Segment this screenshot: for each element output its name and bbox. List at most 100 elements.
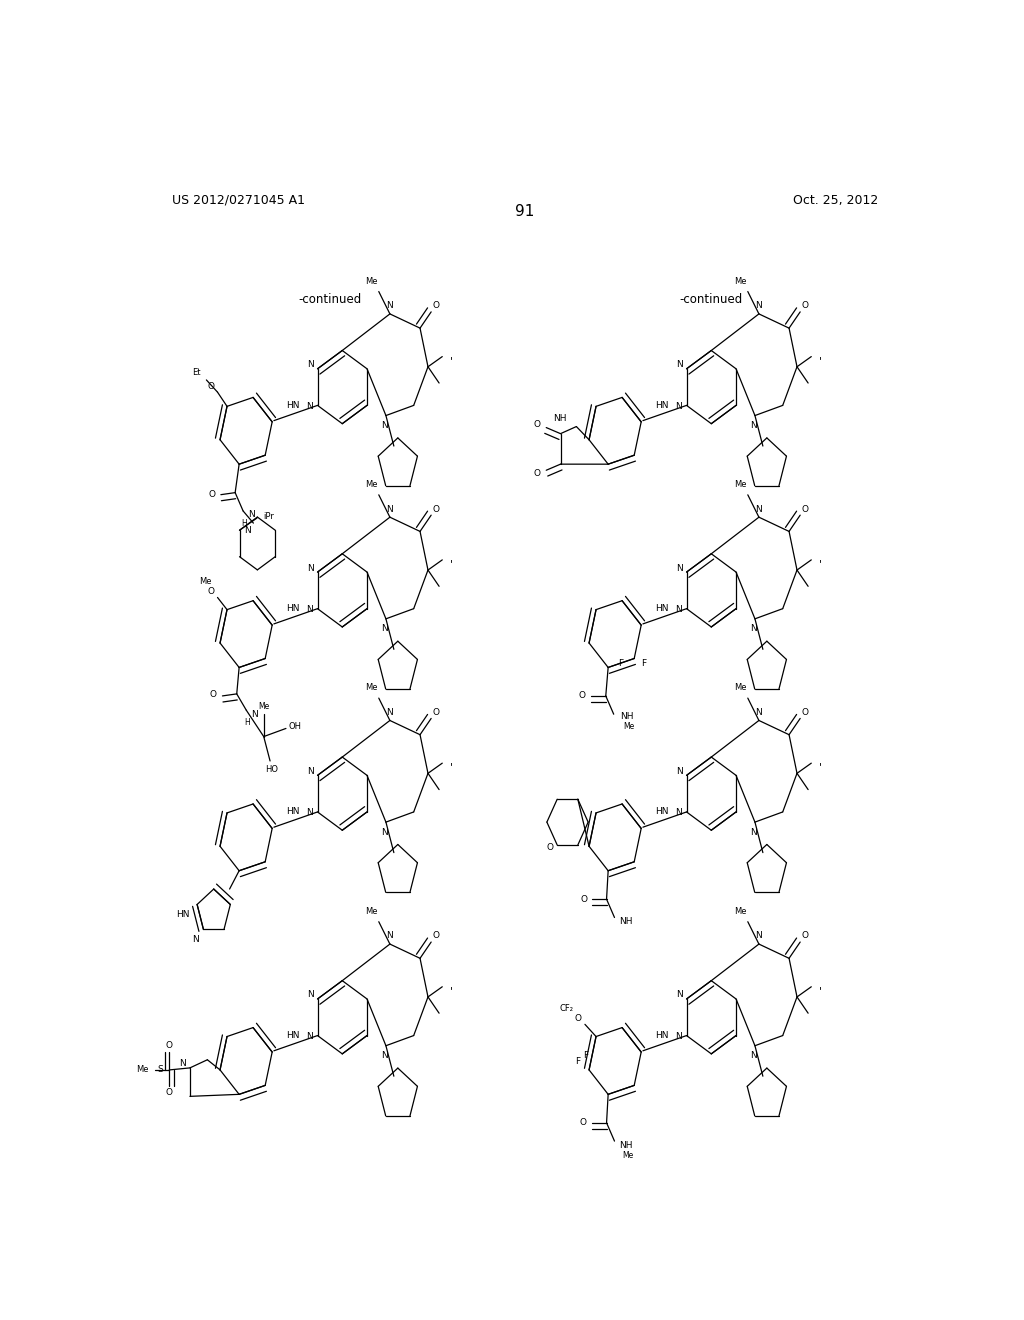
Text: ': '	[819, 986, 822, 995]
Text: F: F	[584, 1051, 589, 1060]
Text: O: O	[579, 692, 586, 701]
Text: F: F	[641, 659, 646, 668]
Text: N: N	[306, 605, 313, 614]
Text: N: N	[179, 1060, 186, 1068]
Text: O: O	[534, 420, 541, 429]
Text: O: O	[207, 587, 214, 595]
Text: N: N	[381, 421, 388, 430]
Text: O: O	[580, 1118, 587, 1127]
Text: -continued: -continued	[680, 293, 743, 305]
Text: HN: HN	[655, 1031, 669, 1040]
Text: Me: Me	[734, 907, 746, 916]
Text: N: N	[386, 301, 392, 310]
Text: N: N	[675, 401, 682, 411]
Text: HN: HN	[287, 605, 300, 614]
Text: O: O	[210, 690, 217, 700]
Text: N: N	[191, 935, 199, 944]
Text: O: O	[802, 932, 808, 940]
Text: O: O	[802, 504, 808, 513]
Text: NH: NH	[620, 1140, 633, 1150]
Text: US 2012/0271045 A1: US 2012/0271045 A1	[172, 194, 305, 207]
Text: O: O	[432, 504, 439, 513]
Text: N: N	[676, 564, 683, 573]
Text: ': '	[819, 762, 822, 772]
Text: O: O	[581, 895, 588, 904]
Text: Oct. 25, 2012: Oct. 25, 2012	[793, 194, 878, 207]
Text: N: N	[244, 525, 251, 535]
Text: O: O	[207, 381, 214, 391]
Text: HN: HN	[287, 808, 300, 817]
Text: N: N	[306, 401, 313, 411]
Text: N: N	[675, 808, 682, 817]
Text: N: N	[675, 1032, 682, 1041]
Text: Me: Me	[199, 577, 211, 586]
Text: N: N	[750, 624, 757, 634]
Text: N: N	[750, 828, 757, 837]
Text: N: N	[675, 605, 682, 614]
Text: Me: Me	[365, 684, 377, 693]
Text: O: O	[166, 1088, 173, 1097]
Text: ': '	[451, 558, 454, 569]
Text: HN: HN	[176, 911, 189, 919]
Text: O: O	[574, 1014, 582, 1023]
Text: HN: HN	[287, 401, 300, 411]
Text: N: N	[381, 1052, 388, 1060]
Text: Et: Et	[193, 368, 201, 378]
Text: Me: Me	[734, 480, 746, 490]
Text: N: N	[381, 828, 388, 837]
Text: O: O	[432, 932, 439, 940]
Text: ': '	[451, 986, 454, 995]
Text: F: F	[575, 1057, 581, 1067]
Text: N: N	[755, 504, 762, 513]
Text: Me: Me	[623, 1151, 634, 1160]
Text: F: F	[618, 659, 624, 668]
Text: N: N	[307, 767, 313, 776]
Text: O: O	[534, 469, 541, 478]
Text: Me: Me	[136, 1065, 148, 1074]
Text: iPr: iPr	[263, 512, 274, 520]
Text: ': '	[819, 355, 822, 366]
Text: Me: Me	[365, 480, 377, 490]
Text: N: N	[755, 708, 762, 717]
Text: NH: NH	[621, 711, 634, 721]
Text: Me: Me	[365, 277, 377, 286]
Text: N: N	[251, 710, 258, 718]
Text: N: N	[676, 767, 683, 776]
Text: N: N	[306, 808, 313, 817]
Text: HN: HN	[287, 1031, 300, 1040]
Text: N: N	[755, 932, 762, 940]
Text: N: N	[676, 990, 683, 999]
Text: O: O	[208, 490, 215, 499]
Text: N: N	[306, 1032, 313, 1041]
Text: O: O	[166, 1041, 173, 1049]
Text: HN: HN	[655, 808, 669, 817]
Text: O: O	[432, 301, 439, 310]
Text: O: O	[432, 708, 439, 717]
Text: H: H	[245, 718, 251, 727]
Text: Me: Me	[365, 907, 377, 916]
Text: 91: 91	[515, 205, 535, 219]
Text: NH: NH	[620, 917, 633, 927]
Text: Me: Me	[734, 684, 746, 693]
Text: N: N	[386, 932, 392, 940]
Text: S: S	[157, 1065, 163, 1074]
Text: N: N	[307, 564, 313, 573]
Text: N: N	[248, 511, 255, 520]
Text: N: N	[307, 990, 313, 999]
Text: -continued: -continued	[299, 293, 362, 305]
Text: CF₂: CF₂	[560, 1003, 573, 1012]
Text: N: N	[755, 301, 762, 310]
Text: Me: Me	[734, 277, 746, 286]
Text: ': '	[819, 558, 822, 569]
Text: HO: HO	[265, 764, 279, 774]
Text: ': '	[451, 762, 454, 772]
Text: OH: OH	[289, 722, 302, 731]
Text: N: N	[676, 360, 683, 370]
Text: Me: Me	[624, 722, 635, 731]
Text: N: N	[386, 708, 392, 717]
Text: N: N	[386, 504, 392, 513]
Text: N: N	[381, 624, 388, 634]
Text: ': '	[451, 355, 454, 366]
Text: HN: HN	[655, 605, 669, 614]
Text: O: O	[802, 301, 808, 310]
